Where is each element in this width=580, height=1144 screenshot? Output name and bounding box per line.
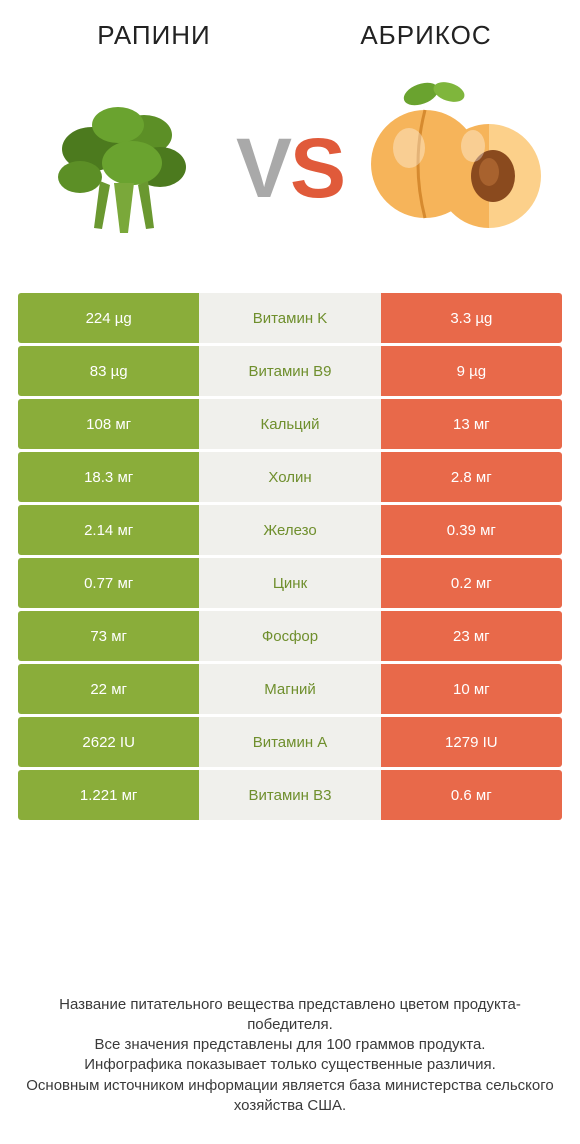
vs-label: VS: [230, 126, 350, 210]
cell-nutrient-label: Железо: [199, 505, 380, 555]
cell-nutrient-label: Магний: [199, 664, 380, 714]
cell-right-value: 9 µg: [381, 346, 562, 396]
table-row: 83 µgВитамин B99 µg: [18, 346, 562, 396]
table-row: 22 мгМагний10 мг: [18, 664, 562, 714]
cell-nutrient-label: Холин: [199, 452, 380, 502]
food-left-image: [18, 73, 230, 263]
cell-right-value: 0.6 мг: [381, 770, 562, 820]
cell-right-value: 13 мг: [381, 399, 562, 449]
cell-right-value: 3.3 µg: [381, 293, 562, 343]
cell-right-value: 2.8 мг: [381, 452, 562, 502]
cell-left-value: 73 мг: [18, 611, 199, 661]
cell-right-value: 0.2 мг: [381, 558, 562, 608]
cell-nutrient-label: Цинк: [199, 558, 380, 608]
apricot-icon: [361, 78, 551, 258]
cell-right-value: 23 мг: [381, 611, 562, 661]
footer-note: Название питательного вещества представл…: [18, 967, 562, 1135]
cell-left-value: 22 мг: [18, 664, 199, 714]
table-row: 2.14 мгЖелезо0.39 мг: [18, 505, 562, 555]
table-row: 73 мгФосфор23 мг: [18, 611, 562, 661]
footer-line-1: Название питательного вещества представл…: [24, 995, 556, 1036]
cell-nutrient-label: Фосфор: [199, 611, 380, 661]
cell-nutrient-label: Витамин B9: [199, 346, 380, 396]
cell-left-value: 2.14 мг: [18, 505, 199, 555]
cell-right-value: 10 мг: [381, 664, 562, 714]
footer-line-4: Основным источником информации является …: [24, 1076, 556, 1117]
table-row: 1.221 мгВитамин B30.6 мг: [18, 770, 562, 820]
cell-left-value: 224 µg: [18, 293, 199, 343]
food-right-image: [350, 73, 562, 263]
cell-left-value: 1.221 мг: [18, 770, 199, 820]
table-row: 2622 IUВитамин A1279 IU: [18, 717, 562, 767]
header: РАПИНИ АБРИКОС: [18, 20, 562, 51]
footer-line-2: Все значения представлены для 100 граммо…: [24, 1035, 556, 1055]
cell-left-value: 18.3 мг: [18, 452, 199, 502]
rapini-icon: [34, 78, 214, 258]
table-row: 108 мгКальций13 мг: [18, 399, 562, 449]
table-row: 18.3 мгХолин2.8 мг: [18, 452, 562, 502]
page: РАПИНИ АБРИКОС VS: [0, 0, 580, 1144]
title-right: АБРИКОС: [290, 20, 562, 51]
footer-line-3: Инфографика показывает только существенн…: [24, 1055, 556, 1075]
title-left: РАПИНИ: [18, 20, 290, 51]
cell-nutrient-label: Витамин K: [199, 293, 380, 343]
cell-left-value: 2622 IU: [18, 717, 199, 767]
cell-left-value: 108 мг: [18, 399, 199, 449]
nutrition-table: 224 µgВитамин K3.3 µg83 µgВитамин B99 µg…: [18, 293, 562, 820]
cell-left-value: 83 µg: [18, 346, 199, 396]
cell-left-value: 0.77 мг: [18, 558, 199, 608]
cell-nutrient-label: Витамин A: [199, 717, 380, 767]
vs-s: S: [290, 121, 344, 215]
vs-row: VS: [18, 73, 562, 263]
cell-right-value: 0.39 мг: [381, 505, 562, 555]
cell-nutrient-label: Кальций: [199, 399, 380, 449]
vs-v: V: [236, 121, 290, 215]
cell-right-value: 1279 IU: [381, 717, 562, 767]
table-row: 0.77 мгЦинк0.2 мг: [18, 558, 562, 608]
table-row: 224 µgВитамин K3.3 µg: [18, 293, 562, 343]
cell-nutrient-label: Витамин B3: [199, 770, 380, 820]
